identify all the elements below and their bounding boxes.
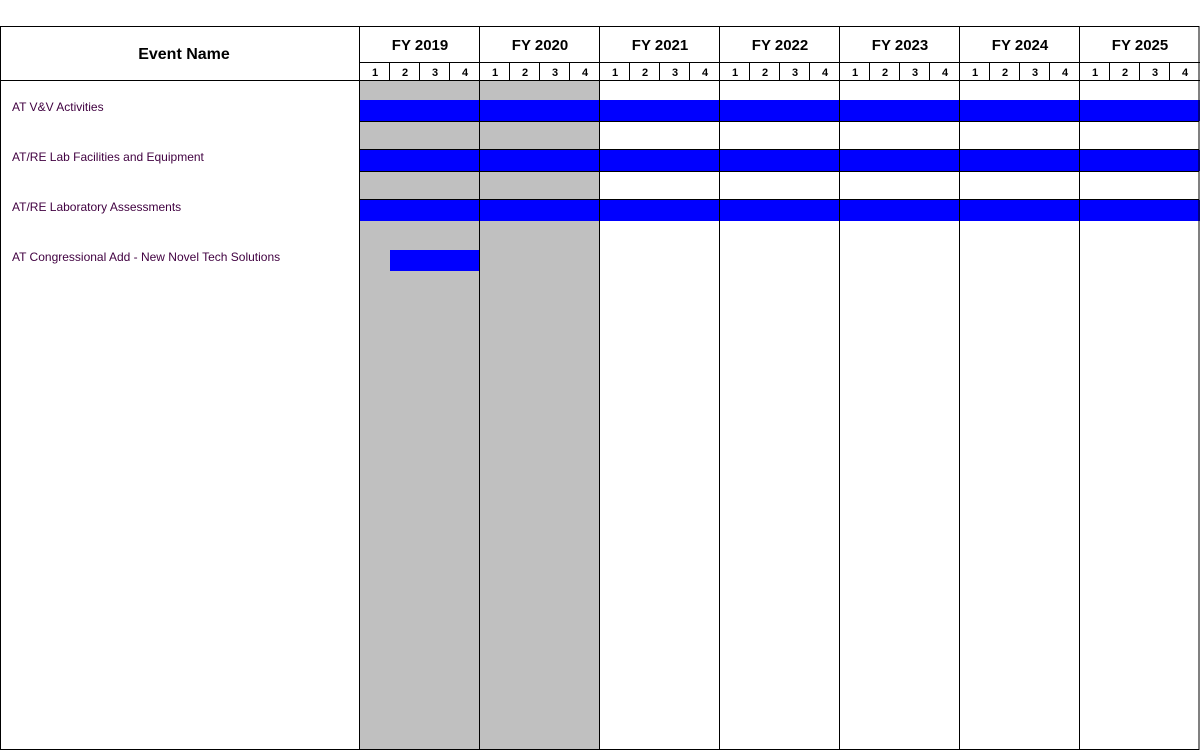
quarter-label: 2 xyxy=(882,67,888,79)
quarter-label: 2 xyxy=(522,67,528,79)
quarter-label: 4 xyxy=(1062,67,1069,79)
fiscal-year-label: FY 2019 xyxy=(392,37,448,54)
quarter-label: 4 xyxy=(1182,67,1189,79)
fiscal-year-headers: FY 2019 FY 2020 FY 2021 FY 2022 FY 2023 FY 20… xyxy=(392,37,1168,54)
quarter-label: 1 xyxy=(732,67,738,79)
shade-fy-2020 xyxy=(480,80,600,749)
quarter-label: 2 xyxy=(402,67,408,79)
grid-lines xyxy=(0,26,1200,750)
task-bar-2 xyxy=(360,200,1200,221)
task-bar-3 xyxy=(390,250,480,271)
quarter-label: 4 xyxy=(942,67,949,79)
task-label-2: AT/RE Laboratory Assessments xyxy=(12,200,181,214)
quarter-label: 1 xyxy=(852,67,858,79)
shaded-past-years xyxy=(360,80,600,749)
fiscal-year-label: FY 2022 xyxy=(752,37,808,54)
fiscal-year-label: FY 2021 xyxy=(632,37,688,54)
quarter-label: 1 xyxy=(492,67,498,79)
quarter-label: 4 xyxy=(702,67,709,79)
quarter-label: 1 xyxy=(612,67,618,79)
quarter-label: 2 xyxy=(762,67,768,79)
quarter-label: 3 xyxy=(672,67,678,79)
quarter-label: 3 xyxy=(912,67,918,79)
task-labels: AT V&V Activities AT/RE Lab Facilities an… xyxy=(12,100,280,264)
fiscal-year-label: FY 2020 xyxy=(512,37,568,54)
task-label-3: AT Congressional Add - New Novel Tech So… xyxy=(12,250,280,264)
quarter-label: 3 xyxy=(1152,67,1158,79)
quarter-label: 1 xyxy=(972,67,978,79)
shade-fy-2019 xyxy=(360,80,480,749)
quarter-label: 3 xyxy=(792,67,798,79)
quarter-label: 3 xyxy=(1032,67,1038,79)
quarter-label: 3 xyxy=(552,67,558,79)
fiscal-year-label: FY 2024 xyxy=(992,37,1049,54)
quarter-label: 2 xyxy=(642,67,648,79)
quarter-label: 4 xyxy=(822,67,829,79)
quarter-headers: 1 2 3 4 1 2 3 4 1 2 3 4 1 2 3 4 1 2 3 4 1 2 3 4 1 2 3 4 xyxy=(372,67,1189,79)
quarter-label: 4 xyxy=(582,67,589,79)
task-label-0: AT V&V Activities xyxy=(12,100,104,114)
quarter-label: 3 xyxy=(432,67,438,79)
task-label-1: AT/RE Lab Facilities and Equipment xyxy=(12,150,205,164)
task-bars xyxy=(360,100,1200,271)
quarter-label: 2 xyxy=(1122,67,1128,79)
fiscal-year-label: FY 2023 xyxy=(872,37,928,54)
event-name-header: Event Name xyxy=(138,46,230,63)
quarter-label: 1 xyxy=(1092,67,1098,79)
fiscal-year-label: FY 2025 xyxy=(1112,37,1168,54)
quarter-label: 4 xyxy=(462,67,469,79)
task-bar-0 xyxy=(360,100,1200,121)
quarter-label: 2 xyxy=(1002,67,1008,79)
quarter-label: 1 xyxy=(372,67,378,79)
task-bar-1 xyxy=(360,150,1200,171)
